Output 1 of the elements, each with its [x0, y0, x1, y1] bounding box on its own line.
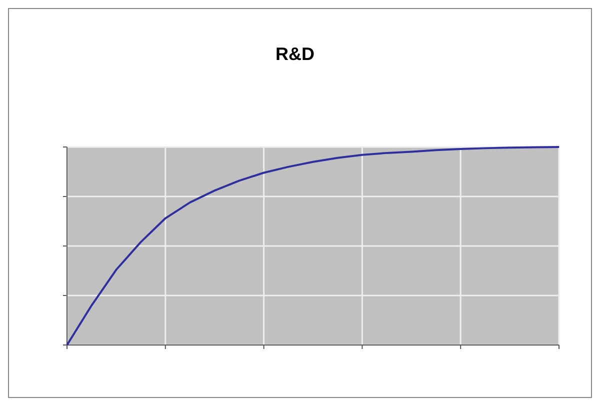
chart-title: R&D — [276, 44, 314, 64]
